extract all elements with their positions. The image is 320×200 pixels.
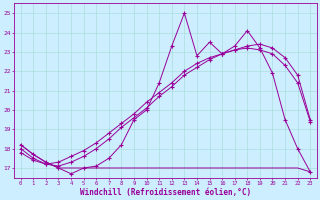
X-axis label: Windchill (Refroidissement éolien,°C): Windchill (Refroidissement éolien,°C) [80,188,251,197]
